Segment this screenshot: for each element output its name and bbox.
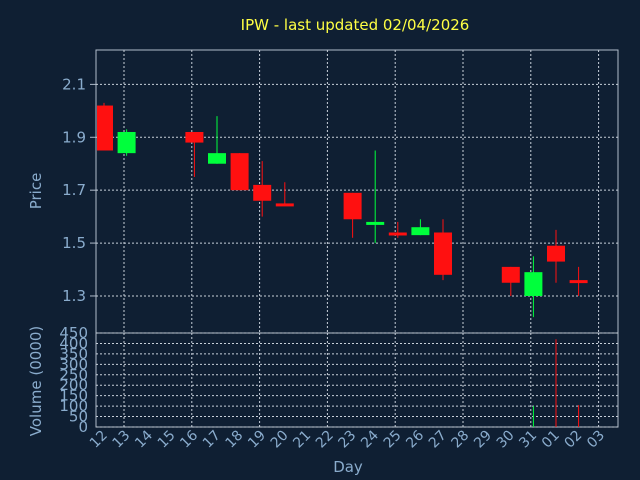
volume-axis-label: Volume (0000) [27, 326, 45, 436]
volume-tick-label: 200 [59, 376, 88, 394]
candle-body [208, 153, 226, 164]
candle-27 [434, 219, 452, 281]
price-tick-label: 2.1 [62, 75, 86, 93]
price-tick-label: 1.9 [62, 128, 86, 146]
candle-18 [230, 153, 249, 191]
candle-17 [208, 116, 226, 164]
day-x-ticks: 1213141516171819202122232425262728293031… [87, 427, 608, 451]
volume-tick-label: 350 [59, 345, 88, 363]
day-axis-label: Day [333, 458, 363, 476]
chart-title: IPW - last updated 02/04/2026 [241, 16, 470, 34]
candle-01 [547, 229, 565, 283]
price-y-ticks: 1.3 1.5 1.7 1.9 2.1 [62, 75, 96, 305]
candle-20 [275, 182, 294, 207]
volume-tick-label: 150 [59, 387, 88, 405]
price-tick-label: 1.5 [62, 234, 86, 252]
candle-body [97, 105, 113, 151]
volume-tick-label: 100 [59, 397, 88, 415]
candle-body [253, 184, 272, 201]
price-axis-label: Price [27, 173, 45, 210]
candle-body [411, 227, 430, 236]
volume-grid [96, 332, 618, 428]
volume-tick-label: 250 [59, 366, 88, 384]
candle-02 [569, 266, 588, 296]
candle-body [275, 203, 294, 207]
candle-body [388, 232, 407, 236]
candle-body [434, 232, 452, 275]
candle-body [117, 131, 136, 154]
candle-body [501, 266, 520, 283]
candle-19 [253, 161, 272, 217]
candle-body [343, 192, 362, 220]
candles [97, 102, 588, 318]
candle-body [547, 245, 565, 262]
candle-25 [388, 221, 407, 238]
candle-16 [185, 131, 204, 177]
candle-body [230, 153, 249, 191]
candle-13 [117, 129, 136, 156]
volume-bars [532, 339, 580, 427]
volume-tick-label: 0 [78, 418, 88, 436]
candle-body [524, 272, 543, 296]
candle-26 [411, 219, 430, 236]
volume-tick-label: 450 [59, 324, 88, 342]
candle-12 [97, 102, 113, 151]
volume-tick-label: 400 [59, 334, 88, 352]
candle-31 [524, 256, 543, 318]
candle-body [366, 221, 385, 225]
price-tick-label: 1.7 [62, 181, 86, 199]
volume-tick-label: 300 [59, 355, 88, 373]
price-panel: 1.3 1.5 1.7 1.9 2.1 Price [27, 49, 619, 334]
candle-body [185, 131, 204, 143]
volume-tick-label: 50 [69, 408, 88, 426]
candle-24 [366, 150, 385, 244]
price-tick-label: 1.3 [62, 287, 86, 305]
candle-30 [501, 266, 520, 296]
candle-23 [343, 192, 362, 238]
candle-body [569, 280, 588, 284]
